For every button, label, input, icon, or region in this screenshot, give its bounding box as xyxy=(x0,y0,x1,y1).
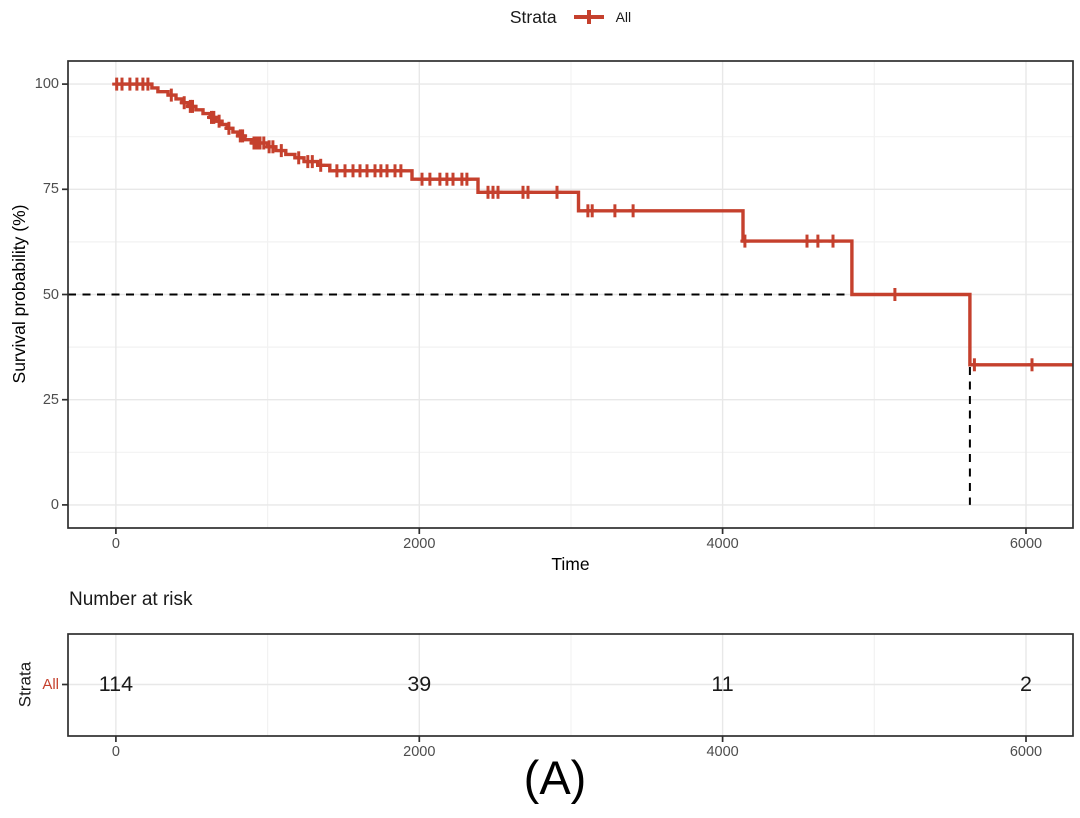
y-tick-label: 50 xyxy=(42,286,59,303)
y-tick-label: 100 xyxy=(34,76,59,93)
risk-row-label: All xyxy=(42,676,59,693)
y-tick-label: 25 xyxy=(42,391,59,408)
x-tick-label: 4000 xyxy=(706,536,739,552)
risk-x-tick-label: 0 xyxy=(111,744,120,760)
x-tick-label: 0 xyxy=(111,536,120,552)
x-axis-title: Time xyxy=(551,554,590,574)
risk-table-panel xyxy=(62,633,1074,742)
risk-x-tick-label: 6000 xyxy=(1009,744,1043,760)
risk-x-tick-label: 2000 xyxy=(403,744,436,760)
risk-table-title: Number at risk xyxy=(69,589,193,610)
x-tick-label: 6000 xyxy=(1009,536,1043,552)
subfigure-label: (A) xyxy=(523,751,587,804)
risk-count-value: 11 xyxy=(711,672,734,696)
legend-item-label: All xyxy=(615,9,632,25)
risk-count-value: 2 xyxy=(1020,672,1032,696)
risk-count-value: 39 xyxy=(407,672,432,696)
y-tick-label: 75 xyxy=(42,181,59,198)
y-tick-label: 0 xyxy=(50,496,59,513)
legend-title: Strata xyxy=(509,6,557,27)
risk-count-value: 114 xyxy=(98,672,134,696)
risk-x-tick-label: 4000 xyxy=(706,744,739,760)
x-tick-label: 2000 xyxy=(403,536,436,552)
survival-plot-panel xyxy=(62,60,1074,534)
legend: Strata All xyxy=(68,3,1073,31)
legend-key-plus-icon xyxy=(573,10,604,24)
